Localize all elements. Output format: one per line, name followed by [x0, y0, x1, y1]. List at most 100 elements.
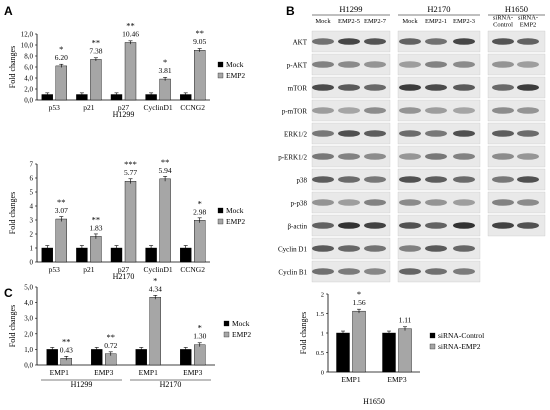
blot-band — [517, 130, 539, 137]
blot-band — [399, 245, 421, 252]
blot-row-label: p38 — [297, 177, 308, 185]
a2-title: H2170 — [113, 272, 135, 281]
a1-y-tick-label: 4,0 — [24, 75, 33, 83]
blot-group-header: H1299 — [339, 4, 362, 14]
blot-lane-label: EMP2-1 — [425, 18, 447, 25]
blot-band — [364, 245, 386, 252]
c1-legend-label: EMP2 — [232, 330, 251, 339]
a2-legend-swatch — [217, 207, 224, 214]
blot-band — [453, 199, 475, 206]
blot-band — [399, 130, 421, 137]
blot-band — [517, 38, 539, 45]
blot-band — [425, 130, 447, 137]
blot-band — [399, 38, 421, 45]
a1-legend-swatch — [217, 61, 224, 68]
c1-bar-control — [135, 349, 147, 366]
blot-band — [338, 84, 360, 91]
c1-bar-control — [180, 349, 192, 366]
blot-band — [492, 153, 514, 160]
a1-legend-label: Mock — [226, 60, 244, 69]
blot-row-label: p-mTOR — [282, 108, 307, 116]
h1650-y-axis-label: Fold changes — [299, 312, 308, 354]
blot-membrane-strip — [487, 76, 546, 99]
c1-bar-control — [46, 349, 58, 366]
a2-category-label: p27 — [118, 265, 130, 274]
blot-membrane-strip — [487, 53, 546, 76]
panel-label-a: A — [4, 4, 13, 18]
c1-y-tick-label: 1,0 — [24, 346, 33, 354]
a2-significance-mark: *** — [124, 159, 137, 169]
a1-value-label: 9.05 — [193, 37, 206, 46]
blot-band — [425, 222, 447, 229]
c1-category-label: EMP1 — [139, 368, 158, 377]
blot-band — [399, 222, 421, 229]
c1-group-label: H2170 — [160, 380, 182, 389]
h1650-legend-label: siRNA-Control — [438, 331, 484, 340]
c1-bar-treated — [194, 344, 206, 366]
blot-band — [453, 107, 475, 114]
h1650-y-tick-label: 0 — [321, 370, 324, 377]
a2-significance-mark: ** — [161, 157, 170, 167]
blot-band — [338, 222, 360, 229]
blot-band — [312, 268, 334, 275]
blot-band — [312, 61, 334, 68]
blot-band — [364, 268, 386, 275]
a2-bar-treated — [159, 178, 171, 263]
blot-row-label: p-AKT — [287, 62, 308, 70]
panel-label-c: C — [4, 286, 13, 300]
c1-value-label: 0.43 — [60, 345, 73, 354]
a1-significance-mark: ** — [126, 20, 135, 30]
blot-row-label: p-ERK1/2 — [278, 154, 307, 162]
blot-row-label: Cyclin D1 — [278, 246, 307, 254]
h1650-y-tick-label: 1 — [321, 331, 324, 338]
a1-y-tick-label: 2,0 — [24, 86, 33, 94]
blot-lane-label: siRNA- — [493, 15, 513, 22]
c1-significance-mark: * — [153, 275, 157, 285]
a1-category-label: CyclinD1 — [144, 103, 173, 112]
a2-significance-mark: ** — [57, 197, 66, 207]
c1-y-tick-label: 2,0 — [24, 330, 33, 338]
c1-group-label: H1299 — [71, 380, 93, 389]
blot-band — [517, 222, 539, 229]
blot-band — [364, 222, 386, 229]
a2-value-label: 5.77 — [124, 168, 137, 177]
c1-category-label: EMP3 — [94, 368, 113, 377]
a2-bar-treated — [55, 218, 67, 263]
blot-band — [453, 245, 475, 252]
blot-band — [453, 38, 475, 45]
a2-significance-mark: ** — [92, 214, 101, 224]
a2-y-tick-label: 0 — [30, 259, 34, 267]
blot-band — [312, 222, 334, 229]
a1-value-label: 10.46 — [122, 29, 139, 38]
blot-band — [425, 107, 447, 114]
a1-category-label: p21 — [83, 103, 95, 112]
a2-bar-treated — [124, 181, 137, 263]
blot-band — [338, 61, 360, 68]
h1650-category-label: EMP1 — [341, 375, 360, 384]
blot-band — [338, 107, 360, 114]
a1-value-label: 6.20 — [55, 53, 68, 62]
h1650-y-tick-label: 0.5 — [316, 350, 324, 357]
blot-band — [517, 61, 539, 68]
blot-band — [338, 130, 360, 137]
a1-legend-swatch — [217, 72, 224, 79]
c1-legend-label: Mock — [232, 319, 250, 328]
blot-band — [517, 176, 539, 183]
c1-y-tick-label: 5,0 — [24, 284, 33, 292]
a1-title: H1299 — [113, 110, 135, 119]
c1-legend-swatch — [223, 320, 230, 327]
blot-row-label: p-p38 — [291, 200, 308, 208]
a2-category-label: CCNG2 — [180, 265, 205, 274]
c1-value-label: 1.30 — [193, 332, 206, 341]
a2-legend-label: Mock — [226, 206, 244, 215]
a2-legend-label: EMP2 — [226, 217, 245, 226]
blot-lane-label: Mock — [402, 18, 418, 25]
a1-legend-label: EMP2 — [226, 71, 245, 80]
h1650-title: H1650 — [363, 397, 385, 406]
blot-band — [517, 84, 539, 91]
h1650-category-label: EMP3 — [387, 375, 406, 384]
blot-band — [364, 176, 386, 183]
c1-significance-mark: * — [198, 323, 202, 333]
blot-lane-label: EMP2-5 — [338, 18, 360, 25]
